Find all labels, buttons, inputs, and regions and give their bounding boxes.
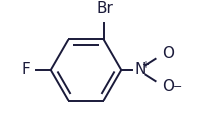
- Text: N: N: [134, 62, 146, 77]
- Text: O: O: [162, 79, 174, 94]
- Text: O: O: [162, 46, 174, 61]
- Text: +: +: [141, 60, 149, 70]
- Text: −: −: [173, 82, 183, 92]
- Text: F: F: [22, 62, 30, 77]
- Text: Br: Br: [96, 1, 113, 16]
